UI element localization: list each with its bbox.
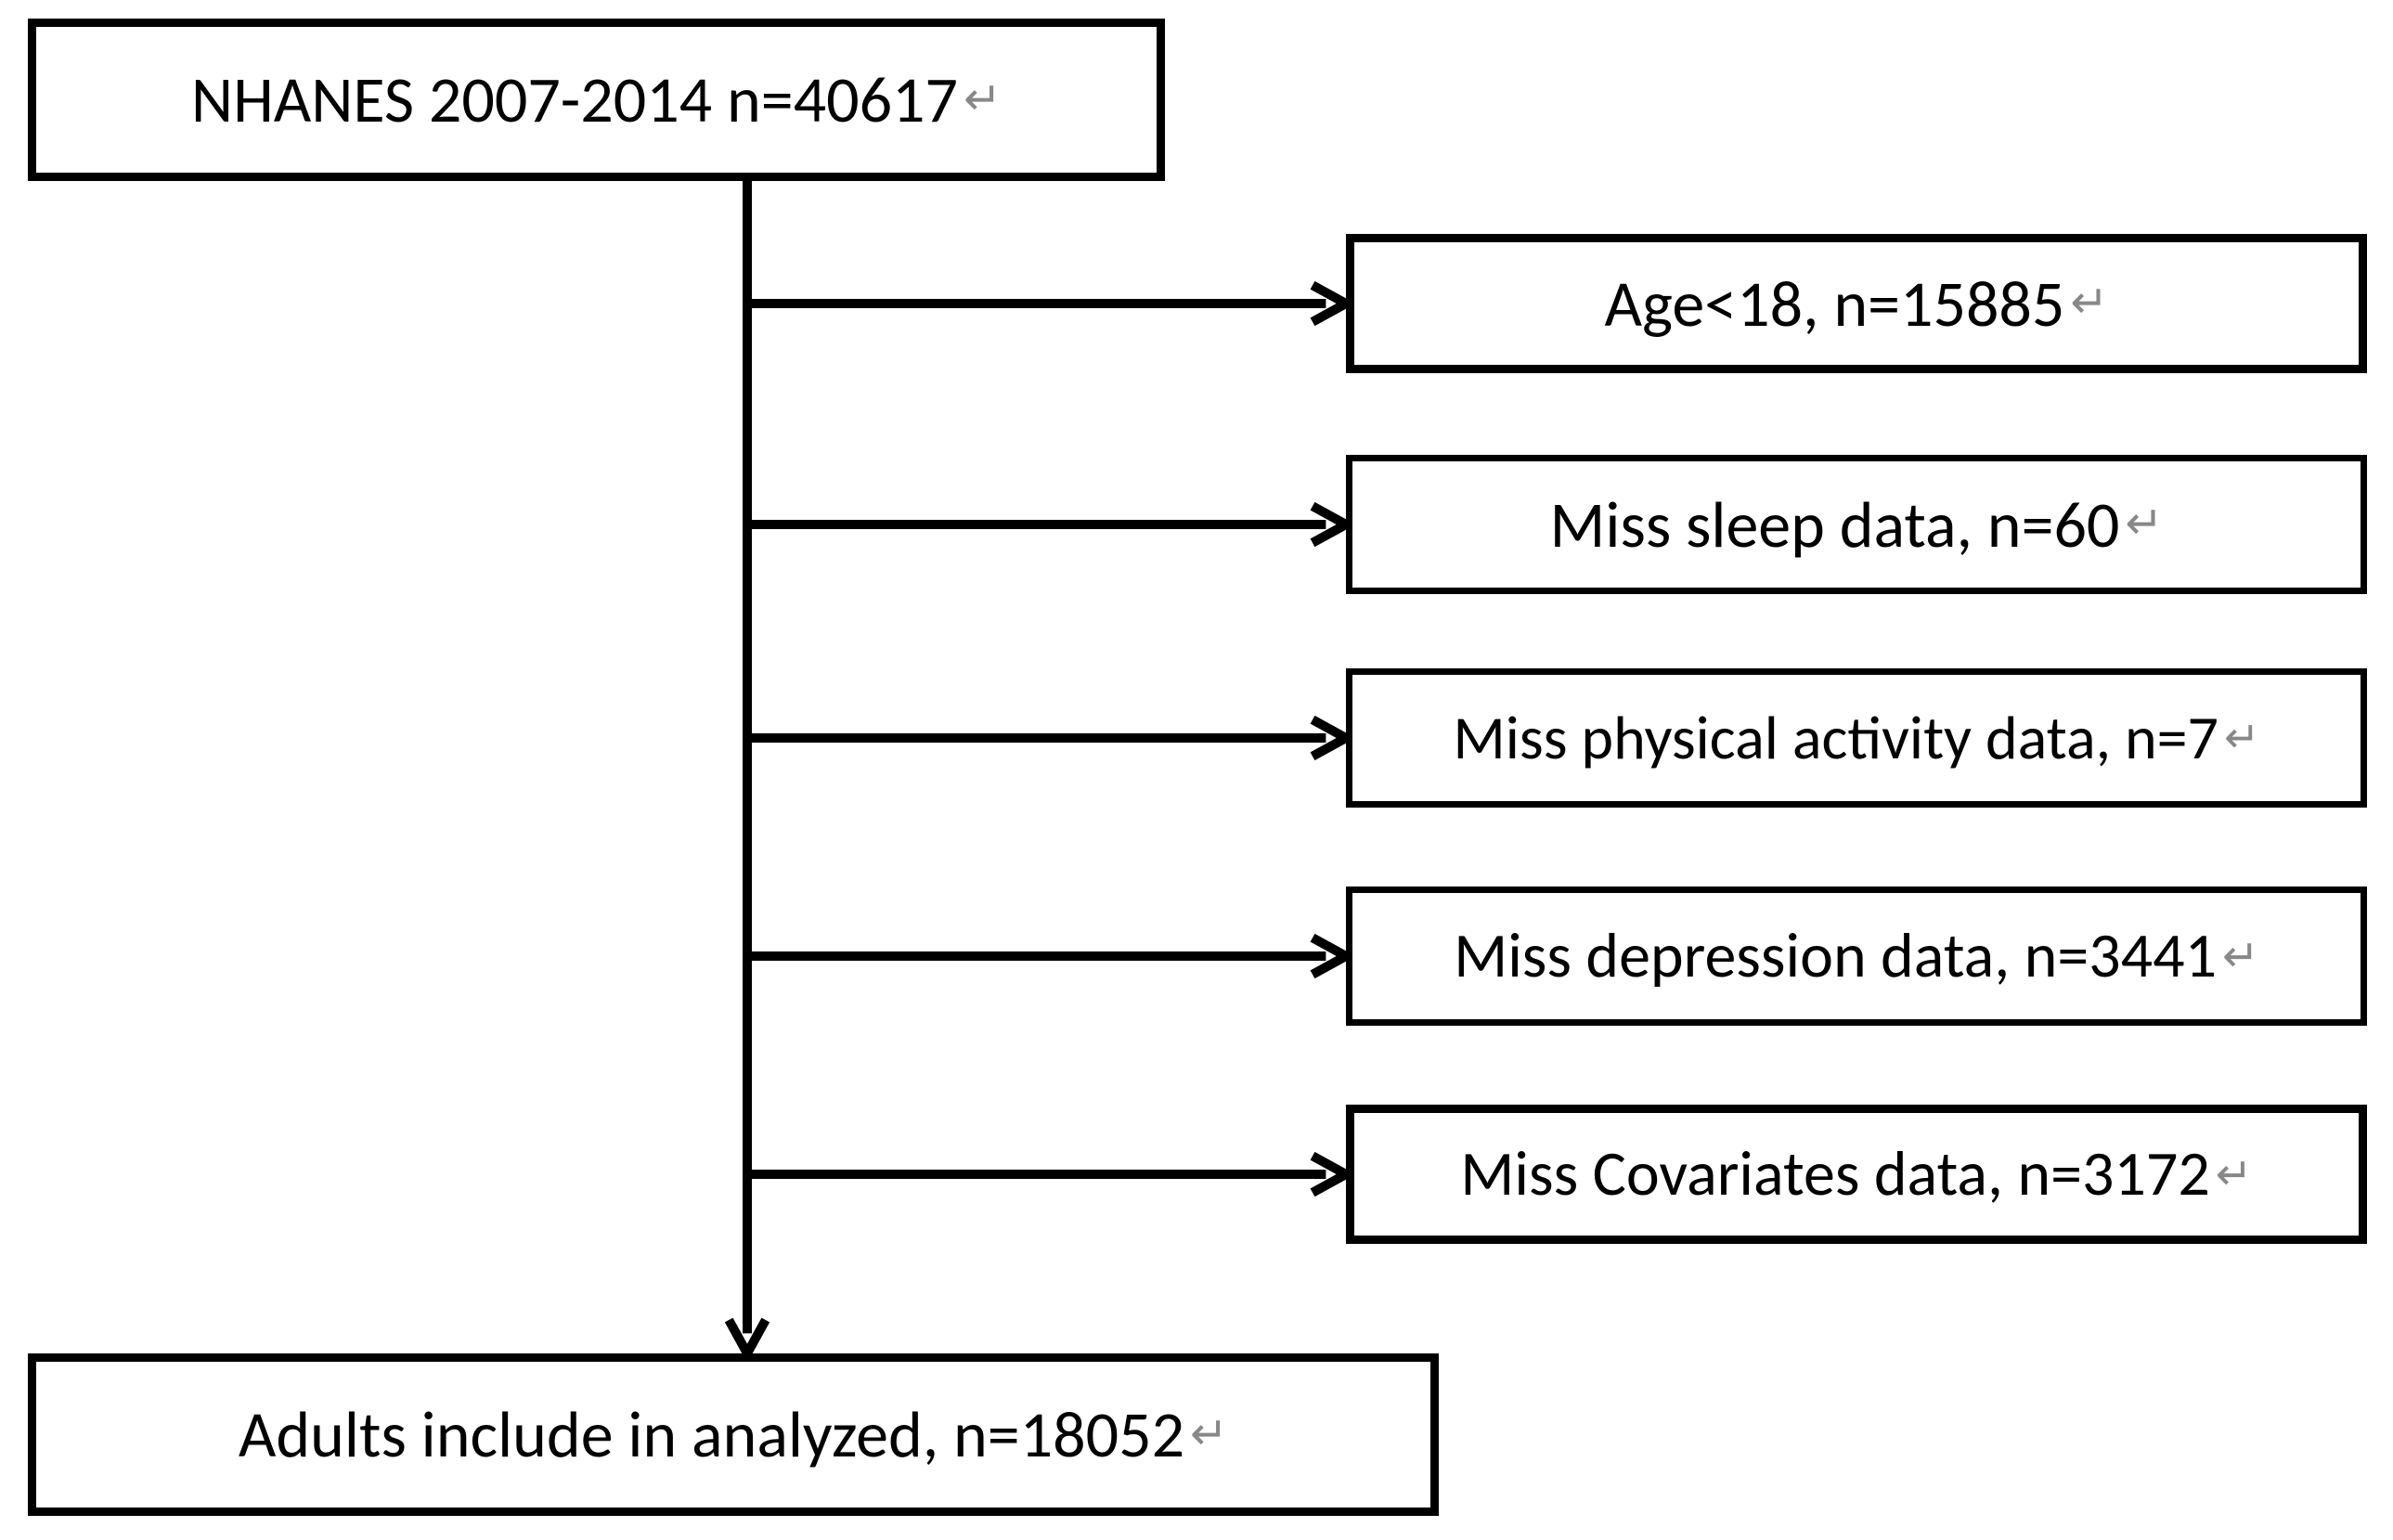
node-exclusion-age-label: Age<18, n=15885 [1605, 268, 2065, 340]
flowchart-canvas: NHANES 2007-2014 n=40617 ↵ Age<18, n=158… [0, 0, 2393, 1540]
hook-mark: ↵ [2224, 715, 2260, 762]
node-start-label: NHANES 2007-2014 n=40617 [191, 64, 958, 136]
node-exclusion-covariates: Miss Covariates data, n=3172 ↵ [1346, 1105, 2367, 1244]
hook-mark: ↵ [2125, 499, 2163, 550]
hook-mark: ↵ [2222, 932, 2259, 980]
node-exclusion-covariates-label: Miss Covariates data, n=3172 [1460, 1140, 2210, 1210]
node-exclusion-activity: Miss physical activity data, n=7 ↵ [1346, 668, 2367, 808]
node-exclusion-depression: Miss depression data, n=3441 ↵ [1346, 886, 2367, 1026]
node-end-label: Adults include in analyzed, n=18052 [239, 1399, 1184, 1470]
hook-mark: ↵ [2070, 278, 2108, 329]
hook-mark: ↵ [964, 75, 1002, 125]
node-start: NHANES 2007-2014 n=40617 ↵ [28, 19, 1165, 181]
node-exclusion-sleep-label: Miss sleep data, n=60 [1550, 489, 2120, 561]
hook-mark: ↵ [2216, 1150, 2253, 1198]
node-exclusion-age: Age<18, n=15885 ↵ [1346, 234, 2367, 373]
node-exclusion-sleep: Miss sleep data, n=60 ↵ [1346, 455, 2367, 594]
node-exclusion-activity-label: Miss physical activity data, n=7 [1453, 705, 2218, 772]
node-end: Adults include in analyzed, n=18052 ↵ [28, 1353, 1439, 1516]
hook-mark: ↵ [1190, 1410, 1228, 1460]
node-exclusion-depression-label: Miss depression data, n=3441 [1454, 922, 2217, 991]
